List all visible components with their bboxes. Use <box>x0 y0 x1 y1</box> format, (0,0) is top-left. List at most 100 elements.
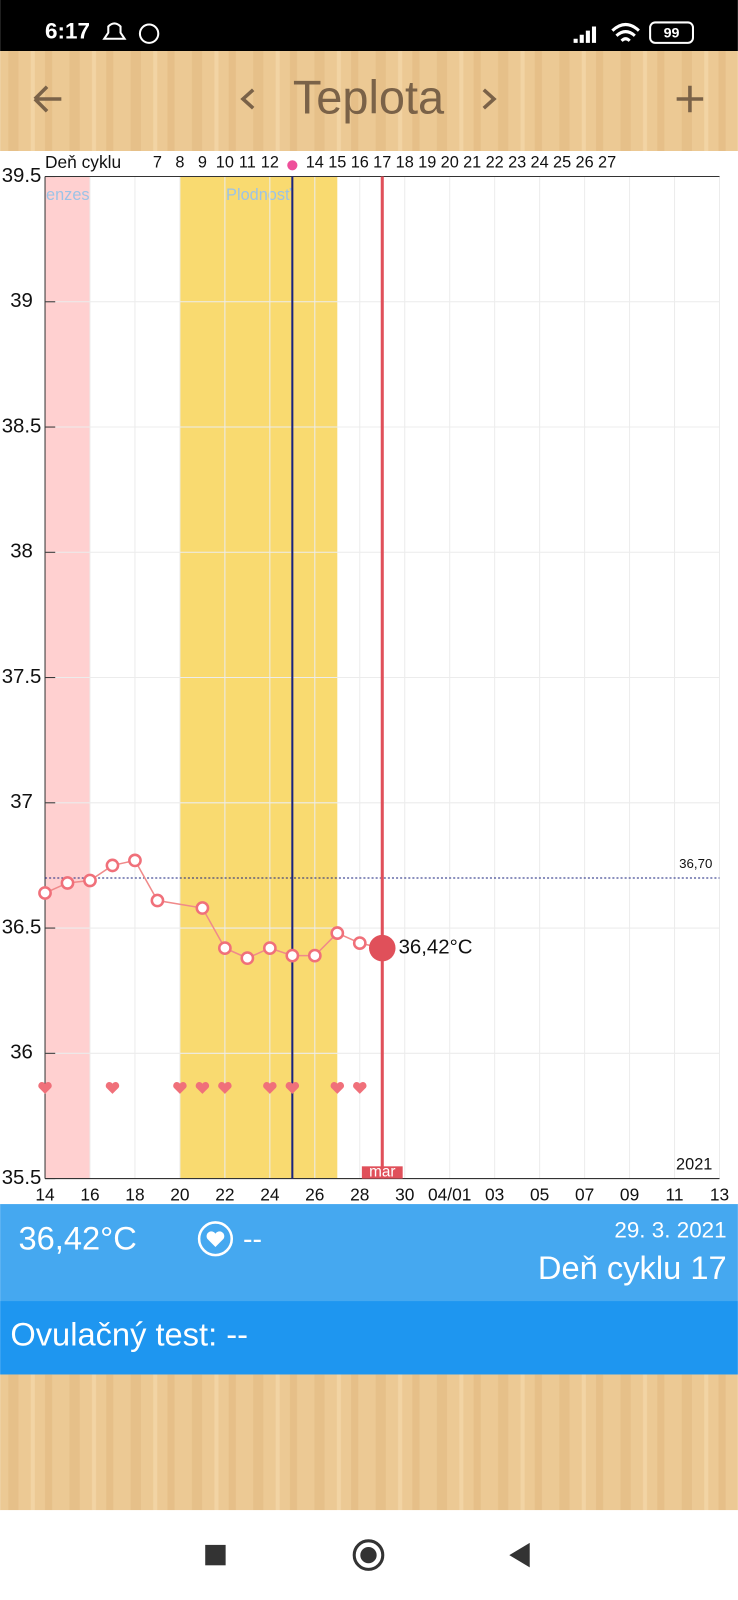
y-tick-label: 37 <box>10 791 33 813</box>
x-tick-label: 22 <box>215 1184 234 1204</box>
temperature-point <box>352 936 367 950</box>
heart-icon <box>206 1231 225 1247</box>
cycle-day: 24 <box>531 154 549 172</box>
back-button[interactable] <box>33 85 62 113</box>
y-tick-label: 36.5 <box>2 916 42 938</box>
y-tick-label: 35.5 <box>2 1167 42 1189</box>
temperature-point <box>128 853 142 868</box>
x-tick-label: 07 <box>575 1184 594 1204</box>
x-tick-label: 09 <box>620 1184 639 1204</box>
temperature-point <box>262 941 277 955</box>
reference-label: 36,70 <box>679 856 712 871</box>
info-cycle-day: Deň cyklu 17 <box>538 1249 727 1286</box>
cycle-day: 20 <box>441 154 459 172</box>
cycle-day: 14 <box>306 154 324 172</box>
cycle-day: 12 <box>261 154 279 172</box>
cycle-day: 27 <box>598 154 616 172</box>
temperature-point <box>83 873 97 888</box>
cycle-day: 19 <box>418 154 436 172</box>
x-tick-label: 26 <box>305 1184 324 1204</box>
cycle-day: 8 <box>175 154 184 172</box>
intercourse-icon <box>197 1221 234 1257</box>
home-dot <box>360 1546 377 1564</box>
cycle-day: 26 <box>576 154 594 172</box>
info-panel <box>0 1204 738 1302</box>
prev-button[interactable] <box>240 88 255 110</box>
intercourse-heart <box>38 1082 52 1094</box>
status-time: 6:17 <box>45 19 90 44</box>
signal-icon <box>573 26 597 43</box>
x-tick-label: 30 <box>395 1184 414 1204</box>
x-tick-label: 14 <box>35 1184 55 1204</box>
plot: enzes Plodnosť 35.5 36 36.5 37 37.5 38 38.5 39 39.… <box>2 152 729 1205</box>
x-tick-label: 13 <box>710 1184 729 1204</box>
current-value-label: 36,42°C <box>399 936 473 958</box>
temperature-point <box>195 901 210 915</box>
cycle-day: 22 <box>486 154 504 172</box>
y-tick-label: 39 <box>10 290 33 312</box>
cycle-day: 17 <box>373 154 391 172</box>
x-tick-label: 11 <box>666 1184 684 1204</box>
back-nav-button[interactable] <box>509 1542 530 1568</box>
temperature-point <box>330 926 345 940</box>
temperature-point <box>105 858 120 873</box>
cycle-day: 11 <box>239 154 256 172</box>
temperature-point <box>38 886 52 900</box>
cycle-day: 7 <box>153 154 162 172</box>
ovulation-panel <box>0 1301 738 1375</box>
x-tick-label: 20 <box>170 1184 189 1204</box>
phase-label: Plodnosť <box>226 186 292 204</box>
recents-button[interactable] <box>205 1544 226 1566</box>
toolbar-title: Teplota <box>293 71 445 123</box>
y-tick-label: 38.5 <box>2 415 42 437</box>
temperature-point <box>307 948 322 963</box>
intercourse-heart <box>353 1082 367 1094</box>
y-tick-label: 36 <box>10 1042 33 1064</box>
wifi-icon <box>611 22 640 42</box>
y-tick-label: 38 <box>10 541 33 563</box>
ovulation-test: Ovulačný test: -- <box>10 1315 248 1352</box>
x-tick-label: 28 <box>350 1184 369 1204</box>
toolbar <box>0 51 738 152</box>
temperature-point <box>285 948 300 963</box>
y-tick-label: 37.5 <box>2 666 42 688</box>
x-tick-label: 05 <box>530 1184 549 1204</box>
month-label: mar <box>369 1163 395 1180</box>
intercourse-heart <box>195 1082 210 1094</box>
intercourse-heart <box>218 1082 232 1094</box>
cycle-day: 21 <box>463 154 481 172</box>
x-tick-label: 18 <box>125 1184 144 1204</box>
info-intercourse: -- <box>243 1223 262 1255</box>
y-tick-label: 39.5 <box>2 165 42 187</box>
month-badge <box>361 1166 403 1179</box>
cycle-day: 16 <box>351 154 369 172</box>
x-tick-label: 24 <box>260 1184 280 1204</box>
cycle-day: 23 <box>508 154 526 172</box>
x-tick-label: 04/01 <box>428 1184 471 1204</box>
cycle-day-header: Deň cyklu <box>45 152 121 172</box>
wood-footer <box>0 1374 738 1511</box>
cycle-day: 10 <box>216 154 234 172</box>
temperature-point <box>240 951 255 966</box>
intercourse-heart <box>285 1082 300 1094</box>
home-button[interactable] <box>352 1539 385 1571</box>
temperature-point <box>60 876 75 890</box>
mute-icon <box>102 22 127 40</box>
phase-label: enzes <box>46 186 90 204</box>
info-temperature: 36,42°C <box>18 1219 136 1256</box>
x-tick-label: 03 <box>485 1184 504 1204</box>
next-button[interactable] <box>482 88 497 110</box>
temperature-point <box>217 941 232 955</box>
intercourse-heart <box>263 1082 277 1094</box>
ovulation-dot <box>287 160 298 171</box>
cycle-day: 9 <box>198 154 207 172</box>
add-button[interactable] <box>676 85 704 113</box>
intercourse-heart <box>173 1082 187 1094</box>
alarm-icon <box>138 23 160 44</box>
battery-icon <box>649 21 694 44</box>
info-date: 29. 3. 2021 <box>614 1218 726 1243</box>
cycle-day: 15 <box>328 154 346 172</box>
temperature-point <box>150 893 165 908</box>
